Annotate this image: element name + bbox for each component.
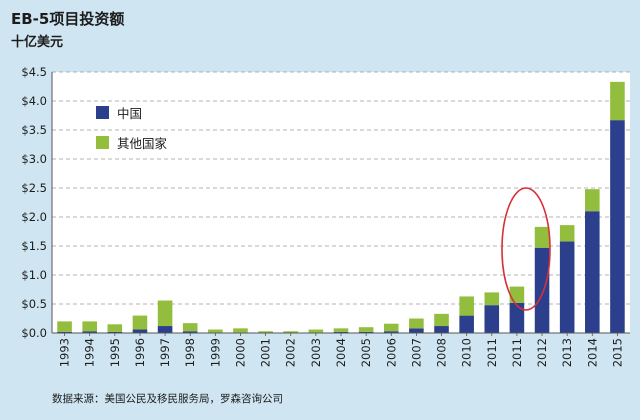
bar-other-countries	[233, 328, 248, 333]
plot-area	[52, 72, 630, 333]
bar-china	[459, 315, 474, 333]
bar-other-countries	[82, 321, 97, 332]
x-tick-label: 2011	[510, 338, 524, 367]
x-tick-label: 2003	[309, 338, 323, 367]
data-source-note: 数据来源：美国公民及移民服务局，罗森咨询公司	[52, 393, 283, 405]
bar-other-countries	[459, 296, 474, 316]
legend: 中国 其他国家	[96, 106, 168, 151]
x-tick-label: 1994	[83, 338, 97, 367]
bar-china	[132, 329, 148, 333]
bar-other-countries	[484, 292, 500, 306]
legend-swatch-other	[96, 136, 109, 149]
x-tick-label: 2011	[485, 338, 499, 367]
bar-other-countries	[434, 313, 449, 327]
x-tick-label: 2006	[384, 338, 398, 367]
legend-swatch-china	[96, 106, 109, 119]
bar-china	[585, 211, 600, 333]
bar-other-countries	[610, 81, 625, 121]
bar-other-countries	[383, 323, 399, 332]
bar-china	[434, 326, 449, 333]
x-tick-label: 1995	[108, 338, 122, 367]
x-tick-label: 2007	[409, 338, 423, 367]
legend-label-other: 其他国家	[117, 136, 168, 151]
x-tick-label: 1997	[158, 338, 172, 367]
x-tick-label: 2001	[259, 338, 273, 367]
y-tick-label: $0.5	[21, 297, 47, 311]
gridlines	[52, 71, 630, 305]
bar-china	[182, 331, 198, 333]
bar-other-countries	[534, 226, 550, 248]
y-tick-label: $1.5	[21, 239, 47, 253]
y-tick-label: $4.5	[21, 65, 47, 79]
y-tick-label: $1.0	[21, 268, 47, 282]
bar-china	[534, 247, 550, 333]
bar-other-countries	[107, 324, 123, 332]
bar-china	[157, 326, 173, 333]
bar-china	[383, 331, 399, 333]
x-tick-label: 2002	[284, 338, 298, 367]
bar-china	[559, 241, 575, 333]
x-tick-label: 2010	[460, 338, 474, 367]
x-tick-label: 2008	[435, 338, 449, 367]
bar-other-countries	[157, 300, 173, 327]
bar-other-countries	[258, 331, 273, 333]
y-axis: $0.0 $0.5 $1.0 $1.5 $2.0 $2.5 $3.0 $3.5 $4.0 $4.5	[21, 65, 47, 340]
bar-other-countries	[308, 329, 324, 333]
x-axis: 1993 1994 1995 1996 1997 1998 1999 2000 2001 2002…	[58, 333, 624, 367]
bar-other-countries	[132, 315, 148, 330]
bar-other-countries	[585, 189, 600, 212]
x-tick-label: 1993	[58, 338, 72, 367]
y-tick-label: $0.0	[21, 326, 47, 340]
bar-china	[610, 120, 625, 333]
x-tick-label: 1998	[183, 338, 197, 367]
bar-other-countries	[409, 318, 424, 329]
x-tick-label: 2013	[560, 338, 574, 367]
x-tick-label: 2004	[334, 338, 348, 367]
bar-other-countries	[57, 321, 72, 332]
bar-china	[57, 331, 72, 333]
bar-other-countries	[333, 328, 349, 332]
bar-china	[358, 331, 374, 333]
bar-other-countries	[283, 331, 299, 333]
bar-china	[333, 331, 349, 333]
bar-other-countries	[559, 225, 575, 242]
y-tick-label: $2.5	[21, 181, 47, 195]
bar-other-countries	[182, 323, 198, 332]
y-tick-label: $3.5	[21, 123, 47, 137]
bars	[57, 81, 625, 333]
x-tick-label: 1996	[133, 338, 147, 367]
bar-china	[82, 331, 97, 333]
bar-other-countries	[208, 329, 223, 333]
bar-other-countries	[358, 327, 374, 332]
y-tick-label: $2.0	[21, 210, 47, 224]
x-tick-label: 2000	[233, 338, 247, 367]
x-tick-label: 1999	[208, 338, 222, 367]
bar-china	[509, 302, 525, 333]
x-tick-label: 2015	[610, 338, 624, 367]
y-tick-label: $4.0	[21, 94, 47, 108]
bar-china	[107, 331, 123, 333]
chart-title: EB-5项目投资额	[11, 10, 125, 28]
x-tick-label: 2005	[359, 338, 373, 367]
chart-subtitle: 十亿美元	[11, 35, 64, 50]
bar-china	[409, 328, 424, 333]
x-tick-label: 2014	[585, 338, 599, 367]
bar-other-countries	[509, 286, 525, 303]
y-tick-label: $3.0	[21, 152, 47, 166]
x-tick-label: 2012	[535, 338, 549, 367]
legend-label-china: 中国	[117, 106, 142, 121]
bar-china	[484, 305, 500, 333]
highlight-ellipse	[501, 187, 551, 311]
